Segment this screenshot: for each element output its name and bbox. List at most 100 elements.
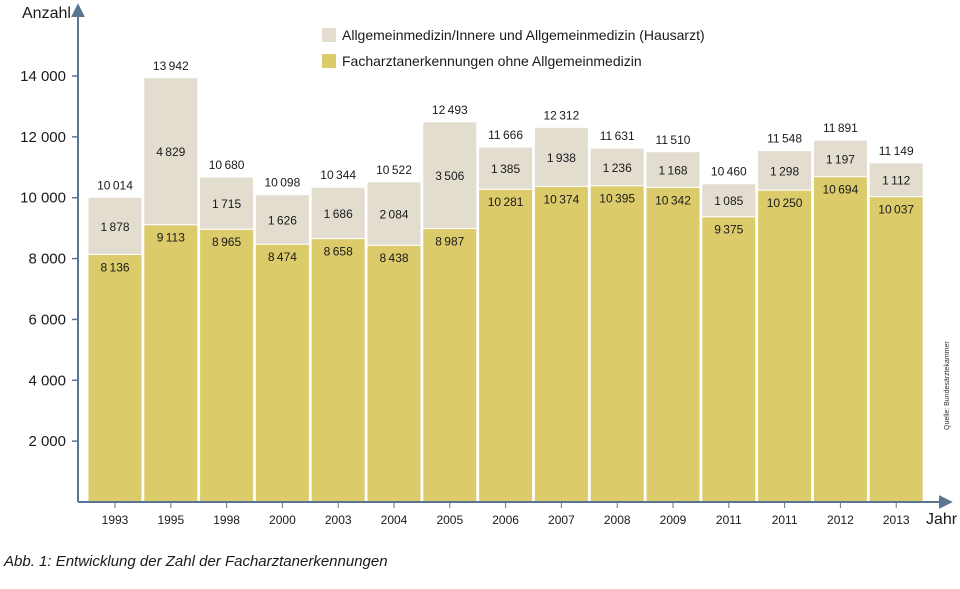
bar-segment-allgemeinmedizin [478, 146, 534, 190]
data-label-fachaerzte: 10 342 [655, 193, 691, 207]
y-tick-label: 12 000 [20, 129, 66, 146]
bar-segment-fachaerzte [254, 243, 310, 503]
data-label-total: 10 680 [209, 158, 245, 172]
bar-segment-allgemeinmedizin [701, 183, 757, 218]
y-tick-label: 6 000 [28, 311, 66, 328]
data-label-total: 12 493 [432, 103, 468, 117]
data-label-fachaerzte: 8 136 [100, 260, 129, 274]
data-label-total: 11 666 [488, 128, 523, 142]
data-label-allgemeinmedizin: 3 506 [435, 169, 464, 183]
bar-segment-allgemeinmedizin [422, 121, 478, 230]
x-tick-label: 2005 [436, 513, 463, 527]
bar-segment-fachaerzte [199, 228, 255, 503]
data-label-fachaerzte: 9 375 [714, 223, 743, 237]
bar-segment-allgemeinmedizin [310, 186, 366, 240]
data-label-total: 10 098 [265, 176, 301, 190]
data-label-allgemeinmedizin: 1 298 [770, 164, 799, 178]
data-label-allgemeinmedizin: 1 686 [324, 207, 353, 221]
bars: 8 136 1 878 10 014 9 113 4 829 13 942 8 965 1 7… [87, 59, 924, 503]
x-tick-label: 2000 [269, 513, 296, 527]
data-label-total: 11 631 [600, 129, 635, 143]
bar-segment-allgemeinmedizin [199, 176, 255, 230]
bar-segment-fachaerzte [533, 185, 589, 503]
bar-segment-allgemeinmedizin [143, 77, 199, 226]
legend-swatch [322, 54, 336, 68]
data-label-total: 10 460 [711, 165, 747, 179]
legend: Allgemeinmedizin/Innere und Allgemeinmed… [322, 27, 705, 69]
x-tick-label: 2008 [604, 513, 631, 527]
data-label-allgemeinmedizin: 1 385 [491, 162, 520, 176]
data-label-allgemeinmedizin: 1 112 [882, 174, 911, 188]
data-label-total: 10 522 [376, 163, 412, 177]
bar-segment-fachaerzte [87, 253, 143, 503]
y-tick-label: 2 000 [28, 433, 66, 450]
bar-segment-fachaerzte [310, 238, 366, 503]
data-label-total: 11 149 [879, 144, 914, 158]
data-label-allgemeinmedizin: 1 168 [658, 164, 687, 178]
figure-caption: Abb. 1: Entwicklung der Zahl der Facharz… [4, 553, 388, 570]
x-tick-label: 2009 [660, 513, 687, 527]
y-tick-label: 10 000 [20, 190, 66, 207]
x-tick-label: 1995 [157, 513, 184, 527]
data-label-total: 10 344 [320, 168, 356, 182]
legend-label: Facharztanerkennungen ohne Allgemeinmedi… [342, 53, 642, 69]
data-label-allgemeinmedizin: 1 085 [714, 194, 743, 208]
legend-label: Allgemeinmedizin/Innere und Allgemeinmed… [342, 27, 705, 43]
bar-segment-allgemeinmedizin [87, 196, 143, 255]
data-label-allgemeinmedizin: 1 236 [603, 161, 632, 175]
bar-segment-fachaerzte [645, 186, 701, 503]
bar-segment-fachaerzte [757, 189, 813, 503]
bar-segment-fachaerzte [478, 188, 534, 503]
data-label-allgemeinmedizin: 1 626 [268, 213, 297, 227]
data-label-allgemeinmedizin: 1 938 [547, 151, 576, 165]
bar-segment-fachaerzte [422, 228, 478, 503]
legend-swatch [322, 28, 336, 42]
data-label-fachaerzte: 8 658 [324, 245, 353, 259]
data-label-fachaerzte: 8 474 [268, 250, 297, 264]
data-label-allgemeinmedizin: 1 197 [826, 152, 855, 166]
data-label-total: 11 548 [767, 132, 802, 146]
bar-segment-allgemeinmedizin [868, 162, 924, 198]
data-label-total: 12 312 [544, 108, 580, 122]
x-tick-label: 2007 [548, 513, 575, 527]
x-axis-title: Jahr [926, 511, 958, 528]
data-label-fachaerzte: 9 113 [157, 231, 186, 245]
bar-segment-allgemeinmedizin [366, 181, 422, 246]
bar-segment-allgemeinmedizin [533, 126, 589, 187]
x-tick-label: 2004 [381, 513, 408, 527]
bar-segment-fachaerzte [701, 216, 757, 503]
data-label-total: 13 942 [153, 59, 189, 73]
source-note: Quelle: Bundesärztekammer [944, 341, 951, 430]
data-label-fachaerzte: 10 374 [544, 192, 580, 206]
data-label-fachaerzte: 10 694 [823, 183, 859, 197]
bar-segment-allgemeinmedizin [645, 151, 701, 188]
x-tick-label: 2011 [772, 513, 798, 527]
data-label-fachaerzte: 10 281 [488, 195, 524, 209]
data-label-fachaerzte: 10 395 [599, 192, 635, 206]
y-tick-label: 14 000 [20, 68, 66, 85]
data-label-allgemeinmedizin: 1 878 [100, 220, 129, 234]
data-label-allgemeinmedizin: 2 084 [379, 208, 408, 222]
bar-segment-allgemeinmedizin [812, 139, 868, 178]
x-tick-label: 1998 [213, 513, 240, 527]
bar-segment-allgemeinmedizin [589, 147, 645, 187]
x-tick-label: 2013 [883, 513, 910, 527]
x-tick-label: 2006 [492, 513, 519, 527]
y-tick-label: 4 000 [28, 372, 66, 389]
data-label-fachaerzte: 10 037 [878, 203, 914, 217]
data-label-fachaerzte: 8 987 [435, 235, 464, 249]
data-label-total: 11 891 [823, 121, 858, 135]
x-tick-label: 2012 [827, 513, 854, 527]
y-tick-label: 8 000 [28, 251, 66, 268]
bar-segment-fachaerzte [812, 176, 868, 503]
bar-segment-fachaerzte [868, 196, 924, 503]
bar-segment-fachaerzte [143, 224, 199, 503]
axes: 1993 1995 1998 2000 2003 2004 2005 2006 2007 2008… [20, 3, 958, 528]
bar-segment-fachaerzte [366, 244, 422, 503]
bar-segment-allgemeinmedizin [757, 150, 813, 191]
data-label-total: 10 014 [97, 178, 133, 192]
bar-segment-allgemeinmedizin [254, 194, 310, 245]
bar-segment-fachaerzte [589, 185, 645, 503]
x-tick-label: 1993 [102, 513, 129, 527]
